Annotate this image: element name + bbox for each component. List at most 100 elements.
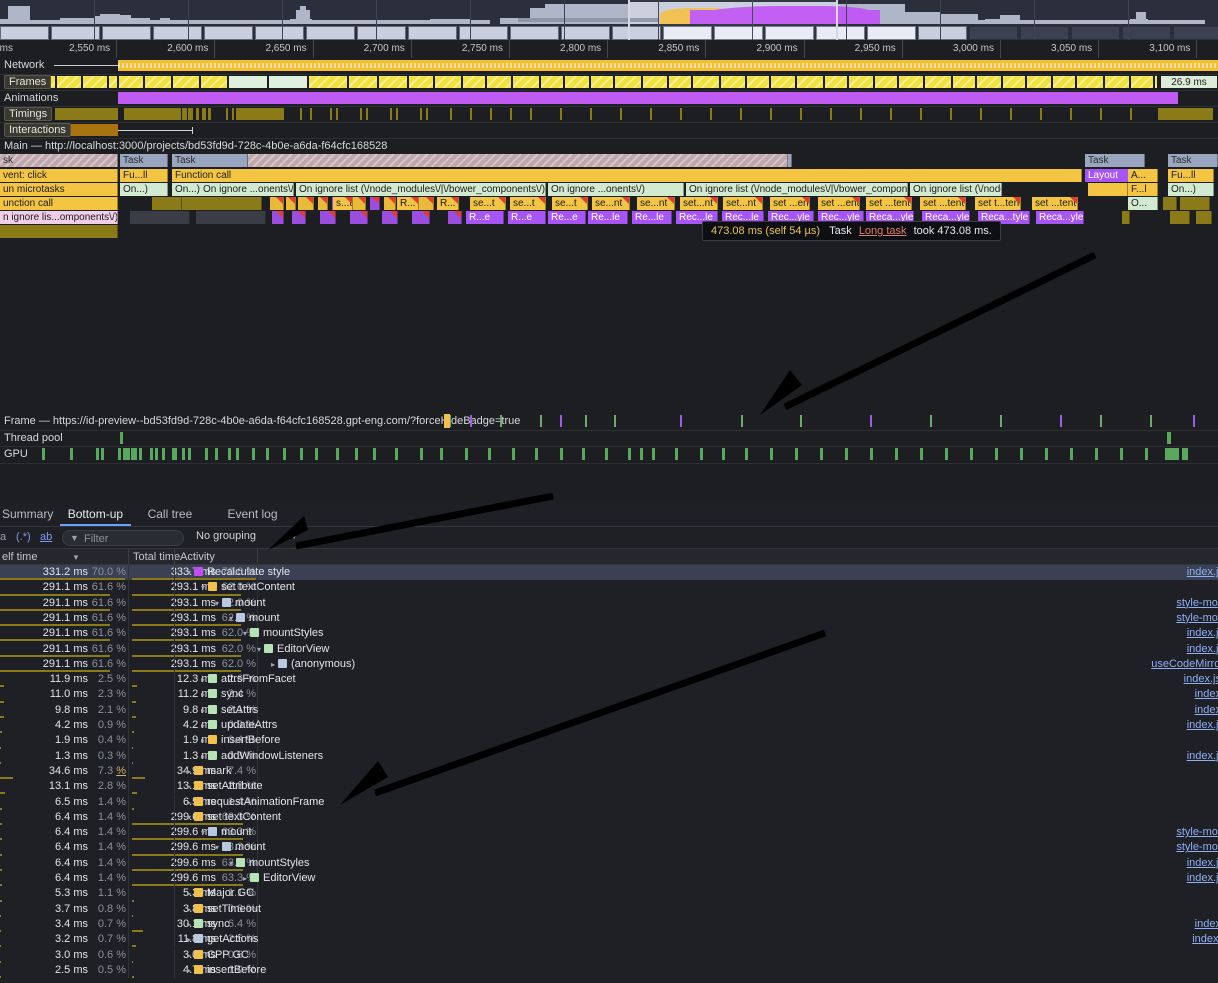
activity-cell[interactable]: ▸ insertBefore	[184, 964, 266, 976]
gpu-task[interactable]	[1182, 448, 1188, 460]
gpu-task[interactable]	[1120, 448, 1123, 460]
tab-bottom-up[interactable]: Bottom-up	[59, 505, 132, 526]
filmstrip-thumbnail[interactable]	[867, 26, 916, 40]
flame-event[interactable]: Rec...le	[722, 211, 764, 224]
gpu-task[interactable]	[96, 448, 99, 460]
filmstrip-thumbnail[interactable]	[357, 26, 406, 40]
flame-task[interactable]: sk	[0, 154, 118, 167]
table-row[interactable]: 13.1 ms 2.8 % 13.1 ms 2.8 % ▸ setAttribute	[0, 779, 1218, 795]
gpu-task[interactable]	[870, 448, 873, 460]
gpu-task[interactable]	[945, 448, 948, 460]
frame-block[interactable]	[228, 75, 268, 89]
gpu-task[interactable]	[640, 448, 643, 460]
flame-event[interactable]: set ...ent	[818, 197, 860, 210]
timing-mark[interactable]	[366, 108, 368, 120]
caret-down-icon[interactable]: ▾	[214, 598, 219, 608]
tab-event-log[interactable]: Event log	[227, 507, 278, 521]
timing-mark[interactable]	[170, 108, 172, 120]
timing-mark[interactable]	[710, 108, 712, 120]
flame-event[interactable]	[448, 211, 462, 224]
activity-cell[interactable]: ▸ insertBefore	[198, 734, 280, 746]
timing-mark[interactable]	[196, 108, 198, 120]
timeline-tracks[interactable]: Network Frames 26.9 ms Animations Timing…	[0, 58, 1218, 501]
table-row[interactable]: 291.1 ms 61.6 % 293.1 ms 62.0 % ▾ mount style-…	[0, 595, 1218, 611]
frame-block[interactable]	[348, 75, 378, 89]
gpu-task[interactable]	[605, 448, 608, 460]
filmstrip-thumbnail[interactable]	[714, 26, 763, 40]
gpu-task[interactable]	[770, 448, 773, 460]
timing-mark[interactable]	[1010, 108, 1012, 120]
table-row[interactable]: 3.2 ms0.7 %11.8 ms2.5 %▸getActionsindex.…	[0, 932, 1218, 948]
timing-mark[interactable]	[420, 108, 422, 120]
frame-block[interactable]	[952, 75, 976, 89]
filmstrip-thumbnail[interactable]	[765, 26, 814, 40]
activity-cell[interactable]: ▾ set textContent	[184, 811, 281, 823]
activity-cell[interactable]: ▾ EditorView	[254, 643, 329, 655]
table-row[interactable]: 291.1 ms 61.6 % 293.1 ms 62.0 % ▸ (anonymous)…	[0, 656, 1218, 673]
caret-down-icon[interactable]: ▾	[242, 629, 247, 639]
flame-event[interactable]: Re...le	[632, 211, 672, 224]
flame-event[interactable]: On ignore list (\/node_modules\/|\/bower…	[686, 183, 908, 196]
timing-mark[interactable]	[188, 108, 190, 120]
table-row[interactable]: 3.4 ms0.7 %30.1 ms6.4 %▸syncindex.	[0, 916, 1218, 933]
gpu-task[interactable]	[266, 448, 269, 460]
source-link[interactable]: index.	[1194, 688, 1218, 701]
filmstrip-thumbnail[interactable]	[663, 26, 712, 40]
timing-mark[interactable]	[450, 108, 452, 120]
flame-event[interactable]: set t...tent	[975, 197, 1021, 210]
caret-down-icon[interactable]: ▾	[228, 613, 233, 623]
frame-block[interactable]	[378, 75, 408, 89]
frame-block[interactable]	[486, 75, 512, 89]
gpu-task[interactable]	[1070, 448, 1073, 460]
filmstrip-thumbnail[interactable]	[918, 26, 967, 40]
flame-event[interactable]	[1180, 197, 1210, 210]
gpu-task[interactable]	[228, 448, 231, 460]
source-link[interactable]: index.js	[1186, 719, 1218, 731]
track-animations[interactable]: Animations	[0, 91, 1218, 106]
timing-mark[interactable]	[950, 108, 952, 120]
table-row[interactable]: 3.0 ms 0.6 % 3.0 ms 0.6 % ▸ CPP GC	[0, 947, 1218, 963]
filmstrip-thumbnail[interactable]	[51, 26, 100, 40]
flame-event[interactable]: On...)	[120, 183, 168, 196]
frame-block[interactable]	[564, 75, 590, 89]
table-row[interactable]: 6.4 ms 1.4 % 299.6 ms 63.3 % ▾ mountStyles ind…	[0, 855, 1218, 871]
timing-mark[interactable]	[184, 108, 187, 120]
timing-mark[interactable]	[182, 108, 184, 120]
caret-down-icon[interactable]: ▾	[256, 644, 261, 654]
flame-task[interactable]: Task	[120, 154, 168, 167]
activity-cell[interactable]: ▸ CPP GC	[184, 949, 249, 961]
gpu-task[interactable]	[845, 448, 848, 460]
filmstrip-thumbnail[interactable]	[1020, 26, 1069, 40]
filmstrip-thumbnail[interactable]	[816, 26, 865, 40]
regex-toggle[interactable]: (.*)	[16, 531, 31, 543]
caret-right-icon[interactable]: ▸	[186, 919, 191, 929]
tab-call-tree[interactable]: Call tree	[147, 507, 193, 521]
timing-mark[interactable]	[830, 108, 832, 120]
activity-cell[interactable]: ▾ mountStyles	[240, 627, 324, 639]
flame-event[interactable]: R...	[437, 197, 459, 210]
timing-mark[interactable]	[620, 108, 622, 120]
table-row[interactable]: 11.9 ms 2.5 % 12.3 ms 2.6 % ▸ attrsFromFacet i…	[0, 672, 1218, 688]
activity-cell[interactable]: ▸ requestAnimationFrame	[184, 796, 324, 808]
activity-cell[interactable]: ▸ (anonymous)	[268, 658, 355, 670]
flame-task[interactable]: Task	[1085, 154, 1145, 167]
gpu-task[interactable]	[745, 448, 748, 460]
flame-event[interactable]: set ...tent	[1032, 197, 1078, 210]
caret-right-icon[interactable]: ▸	[186, 889, 191, 899]
flame-event[interactable]	[182, 197, 262, 210]
flame-event[interactable]: O...	[1128, 197, 1158, 210]
frame-block[interactable]	[642, 75, 668, 89]
filmstrip-thumbnail[interactable]	[0, 26, 49, 40]
flame-event[interactable]: On ignore list (\/node_modules\/|\/bower…	[910, 183, 1002, 196]
caret-right-icon[interactable]: ▸	[200, 736, 205, 746]
frame-marker[interactable]	[800, 415, 802, 427]
frame-block[interactable]	[268, 75, 308, 89]
activity-cell[interactable]: ▸ setTimeout	[184, 903, 261, 915]
gpu-task[interactable]	[628, 448, 631, 460]
frame-block[interactable]	[1130, 75, 1154, 89]
gpu-task[interactable]	[123, 448, 130, 460]
activity-cell[interactable]: ▸ updateAttrs	[198, 719, 277, 731]
timing-mark[interactable]	[890, 108, 892, 120]
timing-mark[interactable]	[396, 108, 398, 120]
filter-input[interactable]: ▼ Filter	[62, 530, 184, 546]
